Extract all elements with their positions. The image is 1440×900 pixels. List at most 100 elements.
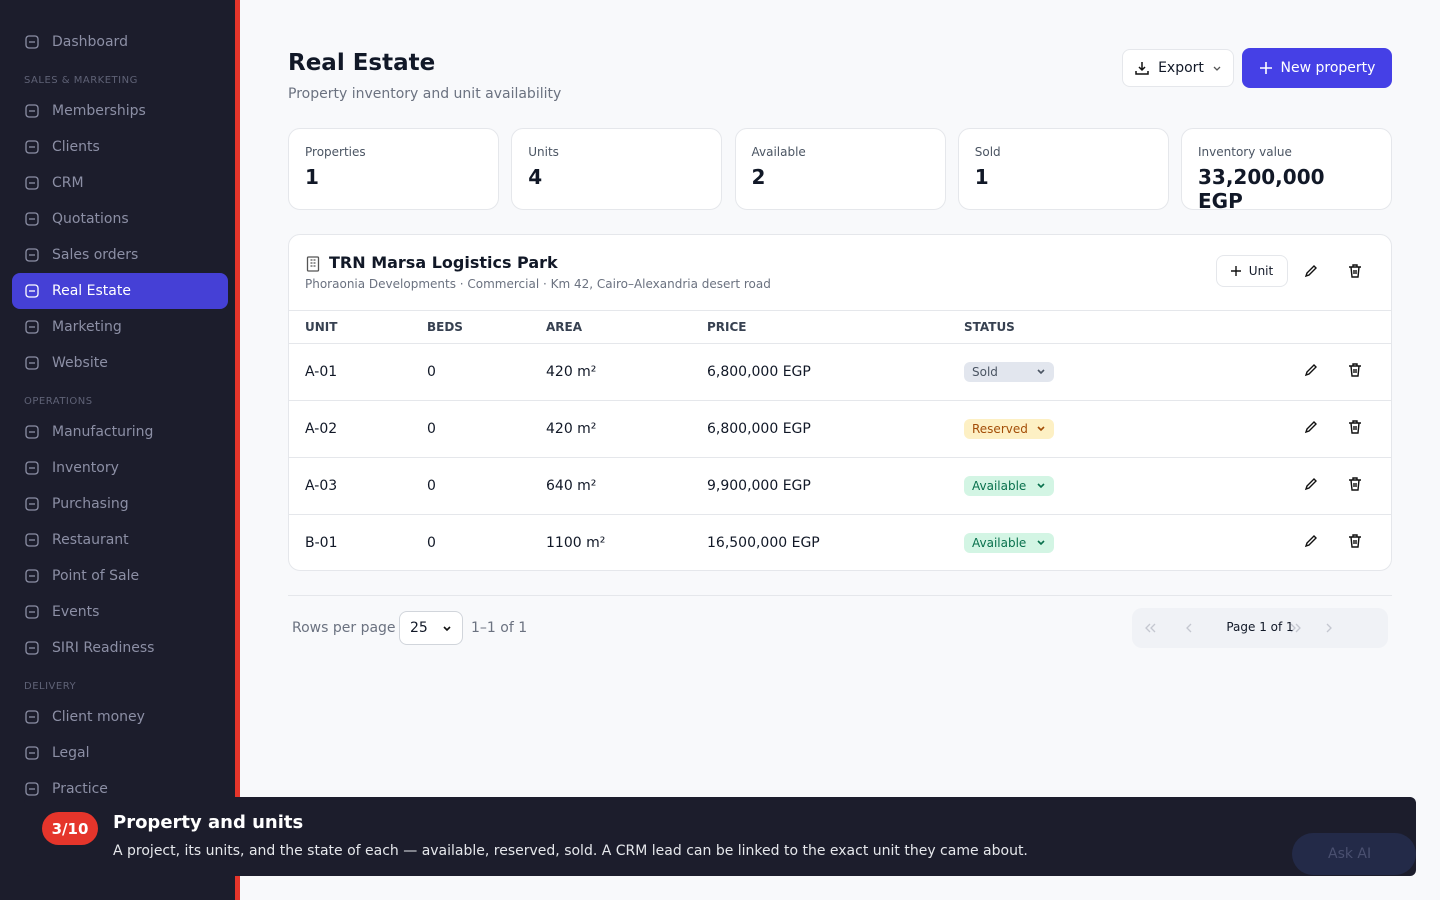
- nav-label: Quotations: [52, 211, 129, 227]
- nav-item[interactable]: SIRI Readiness: [12, 630, 228, 666]
- nav-item[interactable]: Legal: [12, 735, 228, 771]
- ask-ai-button[interactable]: Ask AI: [1292, 833, 1416, 875]
- stat-card: Units 4: [511, 128, 723, 210]
- nav-label: Client money: [52, 709, 145, 725]
- nav-label: Memberships: [52, 103, 146, 119]
- chevron: [1036, 479, 1046, 493]
- status-cell: Reserved: [964, 401, 1054, 457]
- export-button[interactable]: Export: [1122, 49, 1234, 87]
- nav-item[interactable]: Point of Sale: [12, 558, 228, 594]
- nav-item[interactable]: Events: [12, 594, 228, 630]
- nav-label: Restaurant: [52, 532, 129, 548]
- status-value: Available: [972, 479, 1027, 493]
- nav-item[interactable]: Purchasing: [12, 486, 228, 522]
- status-select[interactable]: Available: [964, 533, 1054, 553]
- status-value: Available: [972, 536, 1027, 550]
- chevron: [1036, 365, 1046, 379]
- row-actions: [1303, 401, 1363, 457]
- nav-section-label: SALES & MARKETING: [24, 75, 138, 86]
- nav-item[interactable]: Real Estate: [12, 273, 228, 309]
- nav-item[interactable]: Quotations: [12, 201, 228, 237]
- status-cell: Sold: [964, 344, 1054, 400]
- stat-card: Inventory value 33,200,000 EGP: [1181, 128, 1392, 213]
- tour-step: 3/10: [42, 812, 98, 845]
- stat-label: Units: [528, 145, 559, 159]
- chevron: [1036, 536, 1046, 550]
- unit-row: B-01 0 1100 m² 16,500,000 EGP Available: [289, 514, 1391, 571]
- delete-unit[interactable]: [1347, 533, 1363, 553]
- nav-item[interactable]: Practice: [12, 771, 228, 807]
- nav-label: Inventory: [52, 460, 119, 476]
- status-value: Sold: [972, 365, 998, 379]
- cell: 1100 m²: [546, 535, 606, 551]
- status-select[interactable]: Reserved: [964, 419, 1054, 439]
- nav-label: Marketing: [52, 319, 122, 335]
- status-cell: Available: [964, 515, 1054, 571]
- status-value: Reserved: [972, 422, 1028, 436]
- status-select[interactable]: Available: [964, 476, 1054, 496]
- tour-banner: 3/10 Property and units A project, its u…: [24, 797, 1416, 876]
- add-unit-label: Unit: [1248, 264, 1274, 278]
- tour-text: A project, its units, and the state of e…: [113, 843, 1028, 859]
- nav-item[interactable]: CRM: [12, 165, 228, 201]
- stat-card: Sold 1: [957, 128, 1169, 210]
- add-unit-button[interactable]: Unit: [1216, 255, 1288, 287]
- edit-unit[interactable]: [1303, 362, 1319, 382]
- new-property-button[interactable]: New property: [1242, 48, 1392, 88]
- nav-item[interactable]: Manufacturing: [12, 414, 228, 450]
- cell: 6,800,000 EGP: [707, 421, 811, 437]
- nav-item[interactable]: Restaurant: [12, 522, 228, 558]
- cell: B-01: [305, 535, 338, 551]
- range-text: 1–1 of 1: [471, 620, 528, 636]
- edit-property[interactable]: [1303, 263, 1319, 283]
- new-property-label: New property: [1280, 60, 1376, 76]
- pager: Page 1 of 1: [1132, 608, 1388, 648]
- delete-unit[interactable]: [1347, 362, 1363, 382]
- nav-item[interactable]: Inventory: [12, 450, 228, 486]
- property-name: TRN Marsa Logistics Park: [329, 253, 558, 272]
- ask-ai-label: Ask AI: [1328, 846, 1372, 862]
- edit-unit[interactable]: [1303, 476, 1319, 496]
- page-indicator: Page 1 of 1: [1226, 620, 1294, 634]
- export-label: Export: [1158, 60, 1204, 76]
- delete-unit[interactable]: [1347, 476, 1363, 496]
- nav-label: Legal: [52, 745, 90, 761]
- cell: A-01: [305, 364, 338, 380]
- edit-unit[interactable]: [1303, 533, 1319, 553]
- nav-item[interactable]: Clients: [12, 129, 228, 165]
- tour-title: Property and units: [113, 812, 304, 833]
- stat-label: Properties: [305, 145, 366, 159]
- nav-item[interactable]: Website: [12, 345, 228, 381]
- cell: A-03: [305, 478, 338, 494]
- unit-row: A-03 0 640 m² 9,900,000 EGP Available: [289, 457, 1391, 514]
- nav-item[interactable]: Marketing: [12, 309, 228, 345]
- nav-item[interactable]: Memberships: [12, 93, 228, 129]
- stat-value: 1: [305, 165, 319, 189]
- rows-per-page-select[interactable]: 25: [399, 611, 463, 645]
- cell: 6,800,000 EGP: [707, 364, 811, 380]
- nav-item[interactable]: Client money: [12, 699, 228, 735]
- nav-label: Purchasing: [52, 496, 129, 512]
- nav-label: Real Estate: [52, 283, 131, 299]
- column-header: STATUS: [964, 320, 1015, 334]
- cell: A-02: [305, 421, 338, 437]
- column-header: PRICE: [707, 320, 747, 334]
- building-icon: [306, 256, 320, 272]
- stat-value: 1: [974, 165, 989, 189]
- delete-unit[interactable]: [1347, 419, 1363, 439]
- nav-label: Manufacturing: [52, 424, 154, 440]
- cell: 420 m²: [546, 421, 597, 437]
- delete-property[interactable]: [1347, 263, 1363, 283]
- cell: 420 m²: [546, 364, 597, 380]
- property-card: TRN Marsa Logistics Park Phoraonia Devel…: [288, 234, 1392, 571]
- page-subtitle: Property inventory and unit availability: [288, 86, 562, 102]
- status-select[interactable]: Sold: [964, 362, 1054, 382]
- edit-unit[interactable]: [1303, 419, 1319, 439]
- nav-label: Practice: [52, 781, 108, 797]
- nav-item[interactable]: Sales orders: [12, 237, 228, 273]
- stat-label: Available: [751, 145, 806, 159]
- nav-item[interactable]: Dashboard: [12, 24, 228, 60]
- stat-card: Properties 1: [288, 128, 499, 210]
- divider: [288, 595, 1392, 596]
